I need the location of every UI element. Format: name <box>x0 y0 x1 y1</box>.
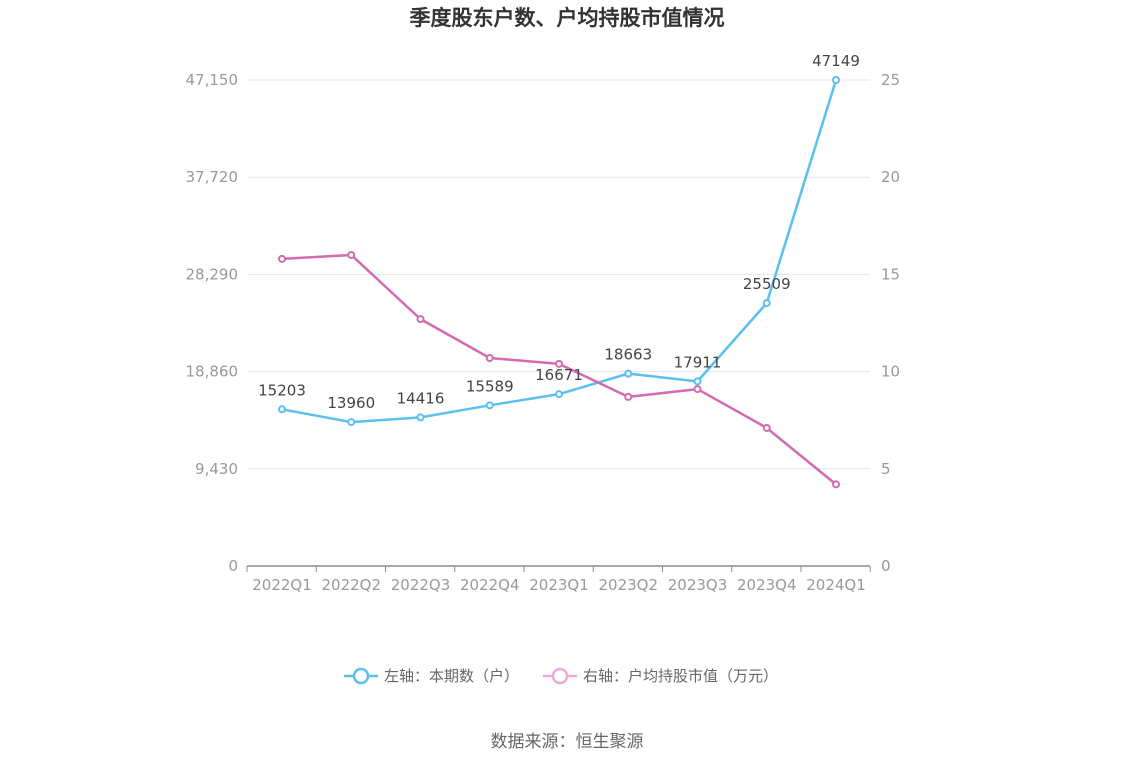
data-point[interactable] <box>624 369 633 378</box>
grid-lines <box>247 79 870 470</box>
legend[interactable]: 左轴：本期数（户） 右轴：户均持股市值（万元） <box>344 667 778 685</box>
data-label: 47149 <box>812 52 860 70</box>
left-tick-label: 0 <box>228 557 238 575</box>
data-source: 数据来源：恒生聚源 <box>491 732 644 752</box>
x-tick-label: 2023Q3 <box>668 576 728 594</box>
x-tick-label: 2023Q1 <box>529 576 589 594</box>
data-label: 25509 <box>743 275 791 293</box>
left-tick-label: 37,720 <box>186 168 239 186</box>
data-point[interactable] <box>832 76 840 85</box>
x-tick-label: 2022Q3 <box>391 576 451 594</box>
data-label: 17911 <box>674 353 722 371</box>
right-axis-ticks: 0 5 10 15 20 25 <box>881 71 900 575</box>
left-axis-ticks: 0 9,430 18,860 28,290 37,720 47,150 <box>186 71 239 575</box>
data-point[interactable] <box>416 315 425 324</box>
data-label: 13960 <box>327 394 375 412</box>
data-label: 18663 <box>604 346 652 364</box>
data-point[interactable] <box>832 480 840 489</box>
x-tick-label: 2022Q2 <box>321 576 381 594</box>
data-point[interactable] <box>762 299 771 308</box>
left-tick-label: 28,290 <box>186 265 239 283</box>
data-label: 14416 <box>397 389 445 407</box>
data-point[interactable] <box>416 413 425 422</box>
data-label: 15203 <box>258 381 306 399</box>
x-tick-label: 2022Q4 <box>460 576 520 594</box>
x-axis-ticks: 2022Q1 2022Q2 2022Q3 2022Q4 2023Q1 2023Q2 2023… <box>246 566 871 594</box>
data-point[interactable] <box>762 423 771 432</box>
legend-item-label[interactable]: 左轴：本期数（户） <box>384 667 519 685</box>
right-tick-label: 0 <box>881 557 891 575</box>
data-point[interactable] <box>347 418 356 427</box>
right-tick-label: 20 <box>881 168 900 186</box>
data-point[interactable] <box>278 254 286 263</box>
right-tick-label: 25 <box>881 71 900 89</box>
data-point[interactable] <box>693 385 702 394</box>
legend-item-label[interactable]: 右轴：户均持股市值（万元） <box>583 667 778 685</box>
x-tick-label: 2023Q2 <box>598 576 658 594</box>
data-point[interactable] <box>624 392 633 401</box>
legend-swatch-marker <box>352 667 370 685</box>
data-point[interactable] <box>485 401 494 410</box>
left-tick-label: 18,860 <box>186 363 239 381</box>
data-label: 15589 <box>466 377 514 395</box>
x-tick-label: 2024Q1 <box>806 576 866 594</box>
right-tick-label: 10 <box>881 363 900 381</box>
data-label: 16671 <box>535 366 583 384</box>
data-point[interactable] <box>555 359 563 368</box>
data-point[interactable] <box>693 377 702 386</box>
x-tick-label: 2022Q1 <box>252 576 312 594</box>
data-point[interactable] <box>485 353 494 362</box>
chart-title: 季度股东户数、户均持股市值情况 <box>410 6 725 30</box>
data-point[interactable] <box>555 390 563 399</box>
left-tick-label: 47,150 <box>186 71 239 89</box>
right-tick-label: 5 <box>881 460 891 478</box>
data-point[interactable] <box>347 250 356 259</box>
data-point[interactable] <box>278 405 286 414</box>
legend-swatch-marker <box>551 667 569 685</box>
x-tick-label: 2023Q4 <box>737 576 797 594</box>
right-tick-label: 15 <box>881 265 900 283</box>
left-tick-label: 9,430 <box>195 460 238 478</box>
series-group: 15203 13960 14416 15589 16671 18663 17911 25509… <box>258 52 860 489</box>
